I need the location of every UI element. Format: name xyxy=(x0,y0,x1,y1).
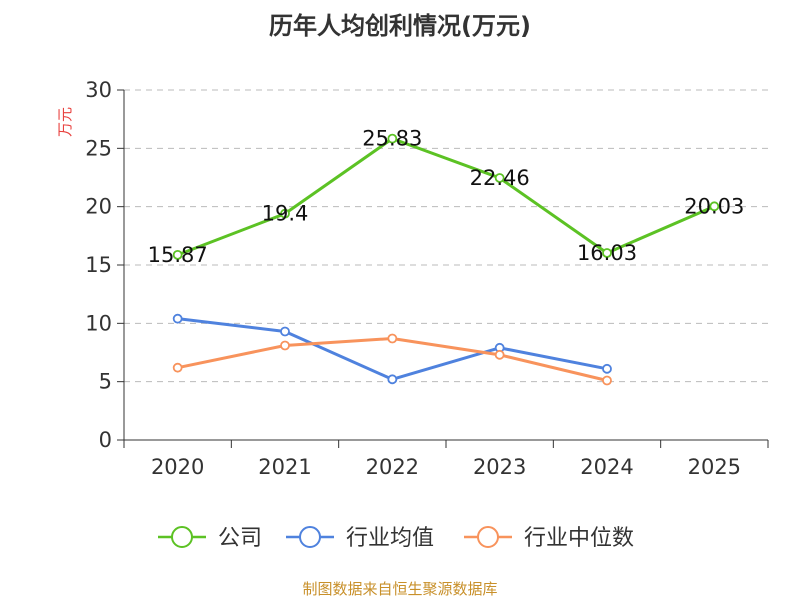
data-labels: 15.87 19.4 25.83 22.46 16.03 20.03 xyxy=(148,127,745,267)
data-point-industry_median-2022[interactable] xyxy=(387,333,398,344)
x-tick-label-2024: 2024 xyxy=(580,455,633,479)
data-label-company-2024: 16.03 xyxy=(577,241,637,265)
y-tick-label-10: 10 xyxy=(85,311,112,335)
series-company xyxy=(172,133,720,260)
y-axis-label: 万元 xyxy=(56,107,74,137)
legend-marker-industry_avg xyxy=(299,526,321,548)
data-source-note: 制图数据来自恒生聚源数据库 xyxy=(302,580,498,598)
y-axis-title: 万元 xyxy=(56,107,74,137)
data-point-company-2024[interactable] xyxy=(602,248,612,258)
series-line-company xyxy=(177,137,715,257)
data-point-company-2023[interactable] xyxy=(494,173,505,183)
data-point-company-2025[interactable] xyxy=(709,201,720,212)
y-tick-label-20: 20 xyxy=(85,195,112,219)
y-tick-label-5: 5 xyxy=(99,370,112,394)
data-point-company-2021[interactable] xyxy=(280,208,290,219)
data-label-company-2022: 25.83 xyxy=(362,127,422,151)
legend-label-company: 公司 xyxy=(218,526,262,551)
data-point-industry_median-2021[interactable] xyxy=(280,340,290,351)
legend-item-industry_median[interactable]: 行业中位数 xyxy=(464,526,634,551)
data-label-company-2021: 19.4 xyxy=(262,202,309,226)
y-tick-label-30: 30 xyxy=(85,78,112,102)
y-tick-label-0: 0 xyxy=(99,428,112,452)
legend-item-company[interactable]: 公司 xyxy=(158,526,262,551)
legend-label-industry_avg: 行业均值 xyxy=(346,526,434,551)
data-point-industry_avg-2020[interactable] xyxy=(172,313,183,324)
x-tick-label-2022: 2022 xyxy=(366,455,419,479)
legend-label-industry_median: 行业中位数 xyxy=(524,526,634,551)
legend[interactable]: 公司 行业均值 行业中位数 xyxy=(158,526,634,551)
series-line-industry_median xyxy=(177,337,608,382)
chart-title: 历年人均创利情况(万元) xyxy=(269,12,531,40)
data-point-industry_median-2020[interactable] xyxy=(172,362,183,373)
data-point-industry_avg-2022[interactable] xyxy=(387,374,398,385)
data-point-industry_median-2023[interactable] xyxy=(494,349,505,360)
legend-marker-company xyxy=(171,526,193,548)
legend-item-industry_avg[interactable]: 行业均值 xyxy=(286,526,434,551)
x-tick-label-2025: 2025 xyxy=(688,455,741,479)
series-lines xyxy=(172,133,720,386)
data-point-company-2022[interactable] xyxy=(387,133,398,144)
legend-marker-industry_median xyxy=(477,526,499,548)
data-label-company-2023: 22.46 xyxy=(470,166,530,190)
x-tick-label-2020: 2020 xyxy=(151,455,204,479)
series-line-industry_avg xyxy=(177,317,608,381)
y-tick-label-25: 25 xyxy=(85,136,112,160)
data-point-industry_median-2024[interactable] xyxy=(602,375,612,386)
data-point-industry_avg-2024[interactable] xyxy=(602,363,612,374)
x-tick-label-2021: 2021 xyxy=(258,455,311,479)
data-label-company-2020: 15.87 xyxy=(148,243,208,267)
data-point-industry_avg-2021[interactable] xyxy=(280,326,290,337)
data-label-company-2025: 20.03 xyxy=(684,194,744,218)
y-tick-label-15: 15 xyxy=(85,253,112,277)
data-point-company-2020[interactable] xyxy=(172,249,183,260)
series-industry_avg xyxy=(172,313,612,385)
x-tick-label-2023: 2023 xyxy=(473,455,526,479)
grid-lines xyxy=(124,89,768,383)
series-industry_median xyxy=(172,333,612,386)
